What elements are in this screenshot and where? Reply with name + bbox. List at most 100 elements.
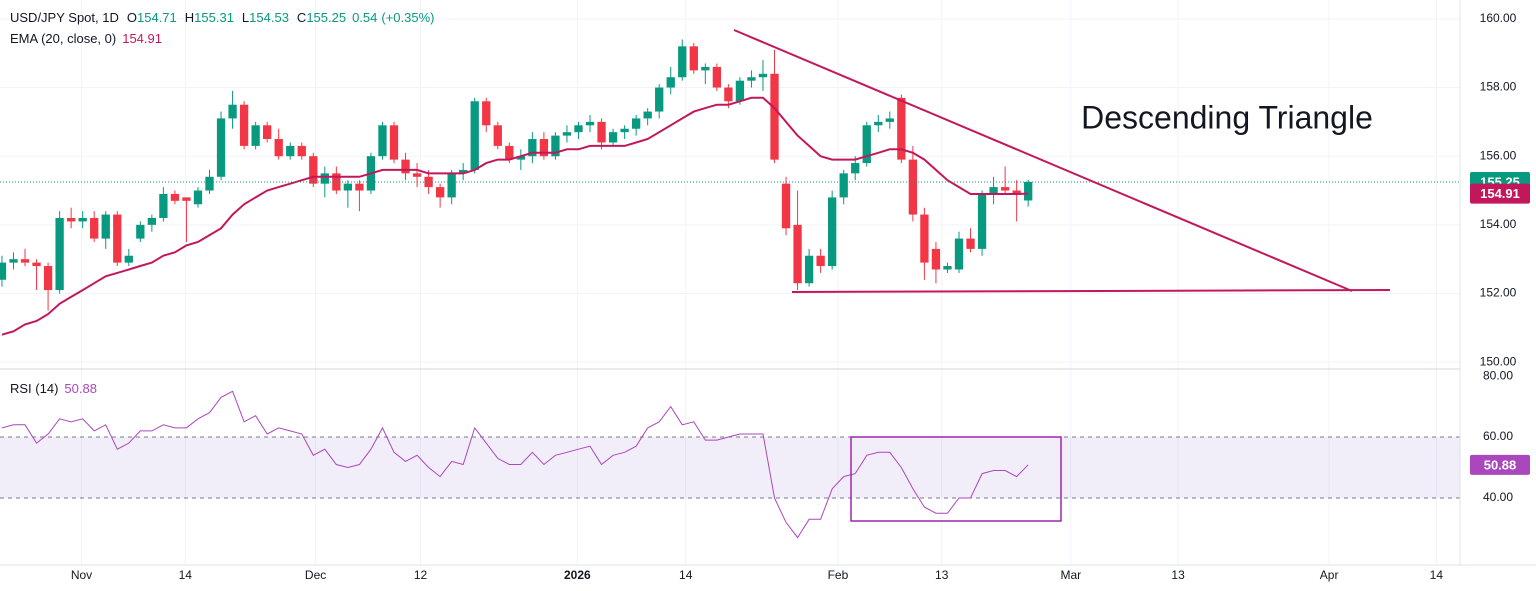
candle-body xyxy=(943,266,952,270)
candle-body xyxy=(389,125,399,160)
ohlc-key: L xyxy=(242,10,249,25)
x-tick-label: 14 xyxy=(179,568,193,582)
candle-body xyxy=(1000,187,1010,191)
candle-body xyxy=(678,46,687,78)
rsi-name: RSI (14) xyxy=(10,381,58,396)
rsi-tick-label: 40.00 xyxy=(1483,490,1513,504)
candle-body xyxy=(701,66,710,71)
candle-body xyxy=(931,248,941,270)
marks xyxy=(0,39,1460,539)
candle-body xyxy=(608,132,618,143)
y-tick-label: 152.00 xyxy=(1480,286,1517,300)
header: USD/JPY Spot, 1D O154.71 H155.31 L154.53 C15… xyxy=(10,10,435,25)
candle-body xyxy=(839,173,848,198)
support-line xyxy=(791,289,1391,293)
x-tick-label: Dec xyxy=(305,568,326,582)
candle-body xyxy=(193,190,203,205)
candle-body xyxy=(885,118,894,122)
candle-body xyxy=(343,183,353,191)
candle-body xyxy=(263,125,272,140)
candle-body xyxy=(574,125,583,133)
descending-trendline xyxy=(733,29,1353,292)
labels: Nov 14 Dec 12 2026 14 Feb 13 Mar 13 Apr 14 150.00 152… xyxy=(10,10,1530,582)
candle-body xyxy=(32,262,41,267)
x-tick-label: Feb xyxy=(828,568,849,582)
x-tick-label: 13 xyxy=(935,568,949,582)
rsi-legend: RSI (14) 50.88 xyxy=(10,381,97,396)
candle-body xyxy=(101,214,110,239)
candle-body xyxy=(355,183,364,191)
candle-body xyxy=(424,176,433,188)
y-tick-label: 154.00 xyxy=(1480,217,1517,231)
candle-body xyxy=(908,159,918,215)
candle-body xyxy=(43,266,53,291)
candle-body xyxy=(874,121,883,126)
candle-body xyxy=(470,101,479,170)
candle-body xyxy=(309,156,318,184)
candle-body xyxy=(585,121,595,126)
candle-body xyxy=(966,238,975,249)
candle-body xyxy=(459,169,468,174)
candle-body xyxy=(666,77,675,88)
candle-body xyxy=(689,46,698,71)
candle-body xyxy=(851,163,860,174)
candle-body xyxy=(297,145,306,157)
candle-body xyxy=(136,224,145,239)
ohlc-key: H xyxy=(185,10,194,25)
candle-body xyxy=(920,214,929,263)
candle-body xyxy=(1024,181,1033,201)
candle-body xyxy=(435,187,445,198)
candle-body xyxy=(228,104,237,119)
rsi-highlight-box xyxy=(850,436,1062,522)
candle-body xyxy=(643,111,652,119)
ema-legend: EMA (20, close, 0) 154.91 xyxy=(10,31,162,46)
candle-body xyxy=(378,125,387,157)
candle-body xyxy=(90,217,99,239)
candle-body xyxy=(205,176,214,191)
ema-value-label: 154.91 xyxy=(1480,186,1520,201)
ohlc-value: 155.31 xyxy=(194,10,234,25)
candle-body xyxy=(977,193,987,249)
candle-body xyxy=(320,173,329,184)
candle-body xyxy=(20,259,30,263)
candle-body xyxy=(862,125,871,164)
chart-title: USD/JPY Spot, 1D xyxy=(10,10,119,25)
x-tick-label: Apr xyxy=(1320,568,1339,582)
ema-line xyxy=(1,96,1029,336)
rsi-line xyxy=(1,390,1029,539)
candle-body xyxy=(793,224,802,284)
candle-body xyxy=(597,121,606,143)
candle-body xyxy=(401,159,410,174)
candle-body xyxy=(9,259,18,263)
candle-body xyxy=(0,262,7,280)
rsi-legend-value: 50.88 xyxy=(64,381,97,396)
candle-body xyxy=(1012,190,1021,194)
candle-body xyxy=(758,73,768,78)
candle-body xyxy=(66,217,76,222)
candle-body xyxy=(528,139,537,157)
x-tick-label: Nov xyxy=(71,568,92,582)
candle-body xyxy=(482,101,491,126)
candle-body xyxy=(631,118,641,129)
y-tick-label: 160.00 xyxy=(1480,11,1517,25)
candle-body xyxy=(897,97,906,160)
candle-body xyxy=(562,132,572,136)
candle-body xyxy=(828,197,837,267)
change-percent: (+0.35%) xyxy=(381,10,434,25)
ohlc-key: C xyxy=(297,10,306,25)
rsi-tick-label: 80.00 xyxy=(1483,368,1513,382)
candle-body xyxy=(182,197,191,201)
candle-body xyxy=(735,80,745,102)
candle-body xyxy=(493,125,502,146)
x-tick-label: 13 xyxy=(1171,568,1185,582)
candle-body xyxy=(170,193,180,201)
rsi-tick-label: 60.00 xyxy=(1483,429,1513,443)
rsi-badge xyxy=(1470,454,1530,475)
candle-body xyxy=(551,135,560,157)
candle-body xyxy=(770,73,779,160)
candle-body xyxy=(620,128,629,133)
annotation: Descending Triangle xyxy=(1081,99,1373,135)
candle-body xyxy=(286,145,295,157)
candle-body xyxy=(724,87,733,102)
